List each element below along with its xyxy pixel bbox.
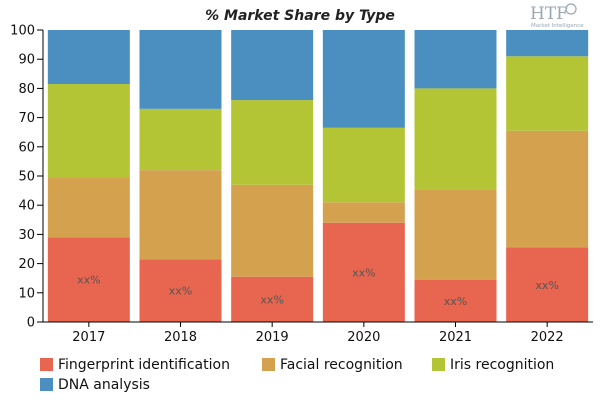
bar-segment-dna-analysis (47, 30, 130, 85)
y-tick-label: 100 (10, 24, 35, 39)
y-tick-label: 20 (18, 257, 35, 272)
legend-swatch-fingerprint-identification (40, 358, 53, 371)
bar-segment-fingerprint-identification (506, 247, 589, 322)
x-tick-label: 2019 (256, 330, 289, 345)
y-tick-label: 60 (18, 140, 35, 155)
legend-label-fingerprint-identification: Fingerprint identification (58, 357, 230, 373)
x-tick-label: 2021 (439, 330, 472, 345)
data-label: xx% (169, 285, 192, 298)
bar-segment-iris-recognition (47, 84, 130, 178)
bar-segment-fingerprint-identification (47, 237, 130, 322)
legend-swatch-facial-recognition (262, 358, 275, 371)
bar-segment-facial-recognition (139, 170, 222, 260)
x-tick-label: 2017 (72, 330, 105, 345)
bar-segment-facial-recognition (414, 189, 497, 280)
bar-segment-iris-recognition (506, 56, 589, 131)
bar-segment-fingerprint-identification (322, 222, 405, 322)
data-label: xx% (260, 293, 283, 306)
bar-segment-iris-recognition (414, 88, 497, 190)
bar-segment-facial-recognition (47, 177, 130, 238)
legend-label-facial-recognition: Facial recognition (280, 357, 403, 373)
chart-title: % Market Share by Type (205, 8, 395, 24)
y-tick-label: 30 (18, 228, 35, 243)
bar-segment-dna-analysis (139, 30, 222, 109)
bar-segment-fingerprint-identification (414, 279, 497, 322)
bar-segment-facial-recognition (506, 130, 589, 248)
bar-segment-fingerprint-identification (231, 276, 314, 322)
y-tick-label: 10 (18, 286, 35, 301)
data-label: xx% (535, 279, 558, 292)
legend-swatch-dna-analysis (40, 378, 53, 391)
legend: Fingerprint identification Facial recogni… (40, 357, 554, 393)
bar-segment-dna-analysis (506, 30, 589, 57)
x-tick-label: 2022 (531, 330, 564, 345)
bar-segment-iris-recognition (139, 108, 222, 171)
logo: HTF Market Intelligence (530, 3, 584, 29)
bar-segment-fingerprint-identification (139, 259, 222, 322)
y-tick-label: 80 (18, 82, 35, 97)
logo-mark: HTF (530, 4, 568, 24)
y-tick-label: 0 (27, 316, 35, 331)
data-label: xx% (352, 266, 375, 279)
bar-segment-dna-analysis (322, 30, 405, 128)
x-tick-label: 2018 (164, 330, 197, 345)
legend-label-iris-recognition: Iris recognition (450, 357, 554, 373)
y-tick-label: 70 (18, 111, 35, 126)
bar-segment-iris-recognition (231, 100, 314, 185)
bar-segment-facial-recognition (231, 184, 314, 277)
data-label: xx% (77, 274, 100, 287)
y-tick-label: 50 (18, 170, 35, 185)
x-tick-label: 2020 (347, 330, 380, 345)
plot-area: 0 10 20 30 40 50 60 70 80 90 100 xx% 2017 xx% 2018 xx% 2… (10, 24, 593, 345)
bar-segment-dna-analysis (231, 30, 314, 101)
bar-segment-dna-analysis (414, 30, 497, 89)
legend-swatch-iris-recognition (432, 358, 445, 371)
globe-icon (565, 3, 577, 15)
data-label: xx% (444, 295, 467, 308)
bar-segment-iris-recognition (322, 127, 405, 203)
bar-segment-facial-recognition (322, 202, 405, 223)
y-tick-label: 40 (18, 199, 35, 214)
logo-subtitle: Market Intelligence (531, 23, 584, 29)
y-tick-label: 90 (18, 53, 35, 68)
legend-label-dna-analysis: DNA analysis (58, 377, 150, 393)
